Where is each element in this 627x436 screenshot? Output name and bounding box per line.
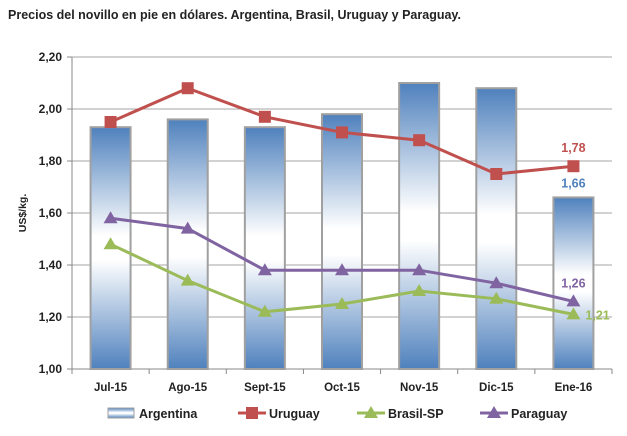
y-tick-label: 2,20 <box>39 50 63 64</box>
legend-label-uruguay: Uruguay <box>269 407 320 421</box>
data-label-paraguay: 1,26 <box>561 276 585 290</box>
x-tick-label: Ene-16 <box>555 382 593 394</box>
marker-uruguay <box>104 116 117 128</box>
marker-brasil-sp <box>103 237 118 250</box>
bar-argentina <box>166 118 209 371</box>
marker-uruguay <box>336 126 348 139</box>
marker-paraguay <box>566 294 581 307</box>
bar-argentina <box>243 126 286 370</box>
legend-swatch-argentina <box>107 407 135 419</box>
x-tick-label: Dic-15 <box>479 382 514 394</box>
marker-uruguay <box>567 160 580 173</box>
data-label-argentina: 1,66 <box>561 176 585 190</box>
marker-uruguay <box>258 110 271 123</box>
marker-brasil-sp <box>335 297 349 309</box>
marker-paraguay <box>257 263 272 276</box>
x-tick-label: Nov-15 <box>400 382 439 394</box>
marker-brasil-sp <box>257 304 272 317</box>
marker-paraguay <box>103 211 118 224</box>
marker-paraguay <box>487 406 501 418</box>
marker-brasil-sp <box>412 284 427 296</box>
legend-label-paraguay: Paraguay <box>511 407 567 421</box>
bar-argentina <box>321 113 363 370</box>
marker-brasil-sp <box>364 406 378 418</box>
marker-paraguay <box>489 276 504 289</box>
y-tick-label: 1,00 <box>39 362 63 376</box>
chart-title: Precios del novillo en pie en dólares. A… <box>8 8 461 22</box>
marker-uruguay <box>413 134 426 147</box>
x-tick-label: Oct-15 <box>324 382 360 394</box>
bar-argentina <box>475 87 518 370</box>
x-tick-label: Sept-15 <box>244 382 286 394</box>
data-label-uruguay: 1,78 <box>561 141 585 155</box>
bar-argentina <box>398 82 441 370</box>
marker-uruguay <box>490 168 503 180</box>
y-tick-label: 1,20 <box>39 310 63 324</box>
y-tick-label: 1,40 <box>39 258 63 272</box>
bar-argentina <box>552 196 595 370</box>
y-tick-label: 1,60 <box>39 206 63 220</box>
legend-label-brasil-sp: Brasil-SP <box>388 407 444 421</box>
marker-brasil-sp <box>180 273 195 286</box>
y-tick-label: 2,00 <box>39 102 63 116</box>
marker-brasil-sp <box>489 291 504 304</box>
marker-paraguay <box>180 221 195 234</box>
x-tick-label: Ago-15 <box>168 382 208 394</box>
marker-paraguay <box>335 263 349 276</box>
marker-paraguay <box>412 263 427 276</box>
x-tick-label: Jul-15 <box>94 382 128 394</box>
legend-label-argentina: Argentina <box>139 407 198 421</box>
y-tick-label: 1,80 <box>39 154 63 168</box>
marker-brasil-sp <box>566 307 581 320</box>
marker-uruguay <box>246 407 258 419</box>
y-axis-label: US$/kg. <box>17 194 29 233</box>
data-label-brasil-sp: 1,21 <box>585 308 609 322</box>
marker-uruguay <box>181 82 194 95</box>
